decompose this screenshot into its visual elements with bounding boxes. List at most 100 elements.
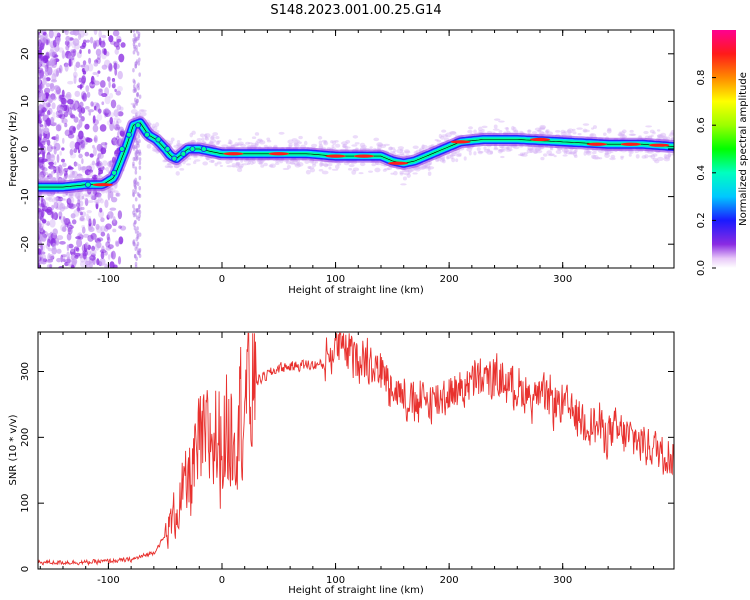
spectrogram-halo-point [560,131,568,136]
spectrogram-halo-point [254,142,259,148]
spectrogram-noise-point [59,106,65,115]
spectrogram-halo-point [635,154,640,159]
spectrogram-noise-point [87,234,94,242]
spectrogram-noise-point [79,49,82,54]
spectrogram-noise-point [61,118,68,124]
spectrogram-noise-point [41,60,46,68]
spectrogram-noise-point [38,82,42,92]
spectrogram-halo-point [304,160,310,164]
spectrogram-noise-point [84,169,91,176]
spectrogram-noise-point [107,254,111,260]
spectrogram-halo-point [345,139,351,144]
spectrogram-halo-point [344,146,351,149]
spectrogram-noise-point [116,192,121,197]
spectrogram-noise-point [97,70,101,74]
spectrogram-halo-point [438,133,442,139]
snr-ticks: -100 0 100 200 300 0 100 200 300 [20,332,674,586]
spectrogram-noise-point [133,156,137,161]
spectrogram-noise-point [137,31,141,37]
spectrogram-peak [649,143,670,147]
spectrogram-halo-point [226,165,233,168]
spectrogram-noise-point [61,89,65,98]
spectrogram-noise-point [105,223,112,230]
spectrogram-halo-point [493,124,498,129]
spectrogram-noise-point [104,95,111,105]
spectrogram-halo-point [483,146,487,151]
spectrogram-noise-point [132,68,135,73]
spectrogram-noise-point [50,116,55,125]
spectrogram-halo-point [51,170,55,173]
spectrogram-noise-point [56,114,63,118]
spectrogram-noise-point [55,37,61,43]
spectrogram-halo-point [95,174,103,178]
spectrogram-noise-point [55,124,62,132]
spectrogram-halo-point [621,129,627,134]
spectrogram-halo-point [311,160,317,165]
spectrogram-halo-point [589,133,597,138]
spectrogram-halo-point [323,141,329,146]
spectrogram-halo-point [259,159,265,163]
spectrogram-halo-point [407,170,411,174]
spectrogram-noise-point [81,226,86,234]
spectrogram-noise-point [67,225,72,233]
spectrogram-halo-point [668,133,674,137]
spectrogram-halo-point [451,152,458,157]
spectrogram-halo-point [294,163,301,168]
spectrogram-halo-point [604,153,610,158]
spectrogram-halo-point [667,152,672,157]
spectrogram-halo-point [441,129,447,133]
spectrogram-noise-point [64,122,68,128]
spectrogram-halo-point [389,146,393,151]
spectrogram-noise-point [93,236,99,241]
spectrogram-halo-point [294,143,300,148]
spectrogram-noise-point [96,143,103,152]
spectrogram-halo-point [604,151,610,155]
spectrogram-halo-point [186,163,191,166]
spectrogram-noise-point [112,78,116,86]
spectrogram-halo-point [424,164,428,170]
spectrogram-halo-point [586,150,592,153]
spectrogram-noise-point [91,160,96,166]
spectrogram-halo-point [237,163,244,168]
spectrogram-halo-point [621,134,627,139]
spectrogram-halo-point [317,135,323,140]
spectrogram-noise-point [57,164,63,174]
spectrogram-noise-point [62,30,68,33]
spectrogram-halo-point [53,197,58,201]
spectrogram-halo-point [139,109,145,112]
spectrogram-noise-point [73,148,78,154]
spectrogram-halo-point [59,198,66,201]
spectrogram-noise-point [109,122,114,132]
spectrogram-halo-point [449,131,457,136]
spectrogram-halo-point [87,200,94,204]
spectrogram-noise-point [43,171,49,176]
spectrogram-noise-point [115,240,119,245]
spectrogram-noise-point [101,48,107,54]
spectrogram-noise-point [82,233,90,238]
spectrogram-halo-point [246,162,251,166]
spectrogram-halo-point [216,140,220,144]
spectrogram-blob [180,150,187,157]
spectrogram-halo-point [649,129,655,134]
spectrogram-noise-point [38,142,42,146]
spectrogram-noise-point [49,264,52,268]
spectrogram-blob [200,145,207,152]
spectrogram-noise-point [51,73,57,82]
spectrogram-noise-point [84,241,89,249]
spectrogram-halo-point [337,162,342,166]
spectrogram-noise-point [136,51,140,56]
spectrogram-blob [171,155,178,162]
spectrogram-peak [388,161,409,165]
spectrogram-noise-point [134,261,138,267]
spectrogram-halo-point [403,149,410,153]
spectrogram-halo-point [573,150,577,153]
spectrogram-halo-point [303,140,308,146]
spectrogram-noise-point [60,215,66,225]
spectrogram-halo-point [534,127,542,131]
spectrogram-halo-point [235,163,240,169]
spectrogram-noise-point [95,39,100,47]
spectrogram-halo-point [50,167,57,171]
spectrogram-noise-point [65,35,71,42]
spectrogram-halo-point [577,132,582,136]
